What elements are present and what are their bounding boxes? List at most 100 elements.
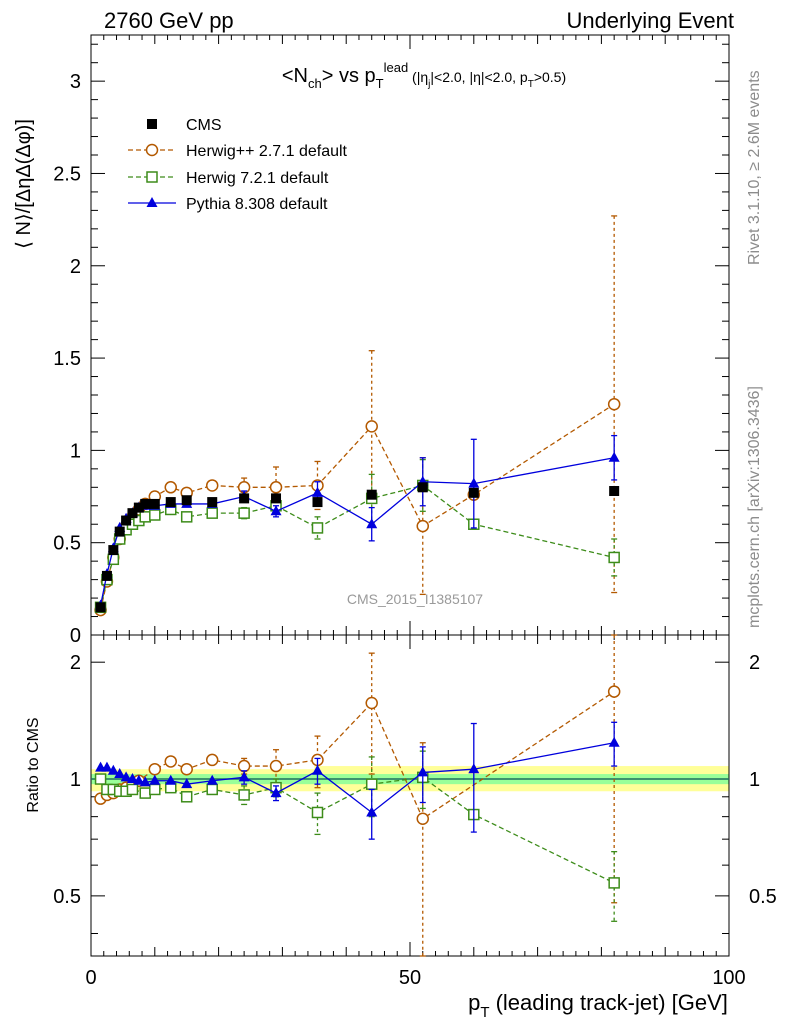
ratio-herwig_old-point — [180, 762, 193, 776]
ratio-herwig_new-point — [206, 783, 218, 796]
ratio-herwig_old-point — [269, 759, 283, 773]
main-cms-point — [271, 493, 282, 504]
main-herwig_old-point — [365, 420, 378, 433]
legend-label: Herwig++ 2.7.1 default — [186, 143, 348, 160]
legend-label: Pythia 8.308 default — [186, 196, 328, 213]
ratio-pythia-point — [107, 764, 119, 775]
legend-marker — [146, 171, 158, 183]
x-axis-label: pT (leading track-jet) [GeV] — [468, 990, 728, 1021]
ratio-herwig_old-point — [237, 759, 251, 773]
main-herwig_old-point — [269, 481, 283, 494]
ratio-y-tick-label-right: 1 — [749, 769, 760, 791]
ratio-pythia-point — [133, 774, 145, 785]
main-title: <Nch> vs pTlead (|ηj|<2.0, |η|<2.0, pT>0… — [282, 60, 566, 91]
ratio-y-tick-label: 2 — [70, 652, 81, 674]
main-cms-point — [207, 497, 218, 508]
main-y-tick-label: 0 — [70, 625, 81, 647]
main-cms-point — [108, 545, 119, 556]
ratio-pythia-point — [270, 787, 282, 798]
ratio-herwig_new-point — [94, 773, 107, 785]
main-cms-point — [366, 489, 377, 500]
axis-ticks: 0 50 100 0 0.5 1 1.5 2 2.5 3 0.5 0.5 1 1 2 2 — [53, 35, 777, 989]
rivet-version-label: Rivet 3.1.10, ≥ 2.6M events — [746, 70, 763, 265]
ratio-herwig_old-point — [365, 696, 378, 710]
ratio-pythia-point — [468, 763, 480, 774]
ratio-herwig_new-point — [365, 778, 378, 790]
main-pythia-point — [311, 486, 323, 497]
ratio-pythia-point — [181, 778, 193, 789]
main-herwig_new-point — [149, 509, 161, 521]
ratio-herwig_new-line — [100, 776, 615, 884]
main-herwig_old-point — [164, 481, 177, 494]
analysis-watermark: CMS_2015_I1385107 — [347, 591, 483, 607]
main-y-tick-label: 0.5 — [53, 533, 81, 555]
ratio-herwig_old-point — [205, 753, 219, 767]
main-herwig_new-point — [139, 511, 151, 523]
ratio-pythia-point — [311, 764, 323, 775]
main-herwig_new-point — [238, 507, 250, 519]
ratio-herwig_old-point — [148, 762, 162, 776]
ratio-herwig_new-point — [126, 783, 139, 796]
main-herwig_old-line — [99, 403, 615, 611]
ratio-pythia-point — [165, 774, 177, 785]
main-herwig_new-point — [180, 511, 193, 523]
ratio-y-tick-label: 0.5 — [53, 886, 81, 908]
ratio-pythia-point — [126, 773, 138, 784]
ratio-herwig_old-line — [100, 691, 615, 820]
ratio-herwig_new-point — [139, 787, 151, 799]
ratio-herwig_new-point — [238, 789, 250, 801]
ratio-y-axis-label: Ratio to CMS — [25, 717, 42, 812]
ratio-pythia-point — [417, 766, 429, 777]
ratio-y-tick-label-right: 2 — [749, 652, 760, 674]
mcplots-credit-label: mcplots.cern.ch [arXiv:1306.3436] — [746, 386, 763, 628]
main-herwig_new-point — [206, 507, 218, 519]
ratio-pythia-point — [139, 776, 151, 787]
ratio-herwig_new-point — [608, 877, 620, 889]
ratio-pythia-point — [366, 806, 378, 817]
main-y-axis-label: ⟨ N⟩/[ΔηΔ(Δφ)] — [13, 119, 35, 249]
legend-label: Herwig 7.2.1 default — [186, 170, 329, 187]
main-cms-point — [133, 502, 144, 513]
ratio-herwig_old-point — [416, 812, 430, 826]
main-herwig_old-point — [205, 479, 219, 492]
ratio-pythia-point — [101, 761, 113, 772]
main-cms-point — [149, 498, 160, 509]
main-pythia-point — [366, 518, 378, 529]
main-herwig_new-point — [608, 551, 620, 564]
main-herwig_old-point — [607, 397, 621, 411]
main-pythia-line — [99, 457, 615, 606]
main-pythia-point — [468, 477, 480, 488]
ratio-herwig_new-point — [180, 791, 193, 803]
main-cms-point — [127, 508, 138, 519]
ratio-y-tick-label: 1 — [70, 769, 81, 791]
ratio-herwig_new-point — [149, 783, 161, 796]
ratio-herwig_old-point — [607, 685, 621, 698]
main-cms-point — [95, 602, 106, 613]
ratio-pythia-point — [149, 774, 161, 785]
main-cms-point — [181, 495, 192, 506]
header-right: Underlying Event — [566, 8, 734, 33]
legend: CMS Herwig++ 2.7.1 default Herwig 7.2.1 de… — [128, 117, 348, 213]
main-herwig_old-point — [416, 519, 430, 533]
main-pythia-point — [608, 451, 620, 462]
main-cms-point — [140, 498, 151, 509]
main-y-tick-label: 1.5 — [53, 348, 81, 370]
ratio-pythia-point — [206, 774, 218, 785]
main-cms-point — [312, 497, 323, 508]
x-tick-label: 50 — [399, 967, 421, 989]
ratio-pythia-point — [114, 768, 126, 779]
legend-marker — [145, 143, 159, 157]
main-cms-point — [609, 486, 620, 496]
ratio-pythia-point — [608, 736, 620, 747]
main-cms-point — [114, 526, 125, 537]
legend-marker — [146, 197, 158, 207]
main-herwig_new-point — [311, 522, 324, 534]
header-left: 2760 GeV pp — [104, 8, 234, 33]
main-y-tick-label: 2 — [70, 256, 81, 278]
x-tick-label: 0 — [85, 967, 96, 989]
main-cms-point — [417, 482, 428, 493]
main-cms-point — [101, 570, 112, 581]
ratio-pythia-point — [120, 771, 132, 782]
main-cms-point — [239, 493, 250, 504]
